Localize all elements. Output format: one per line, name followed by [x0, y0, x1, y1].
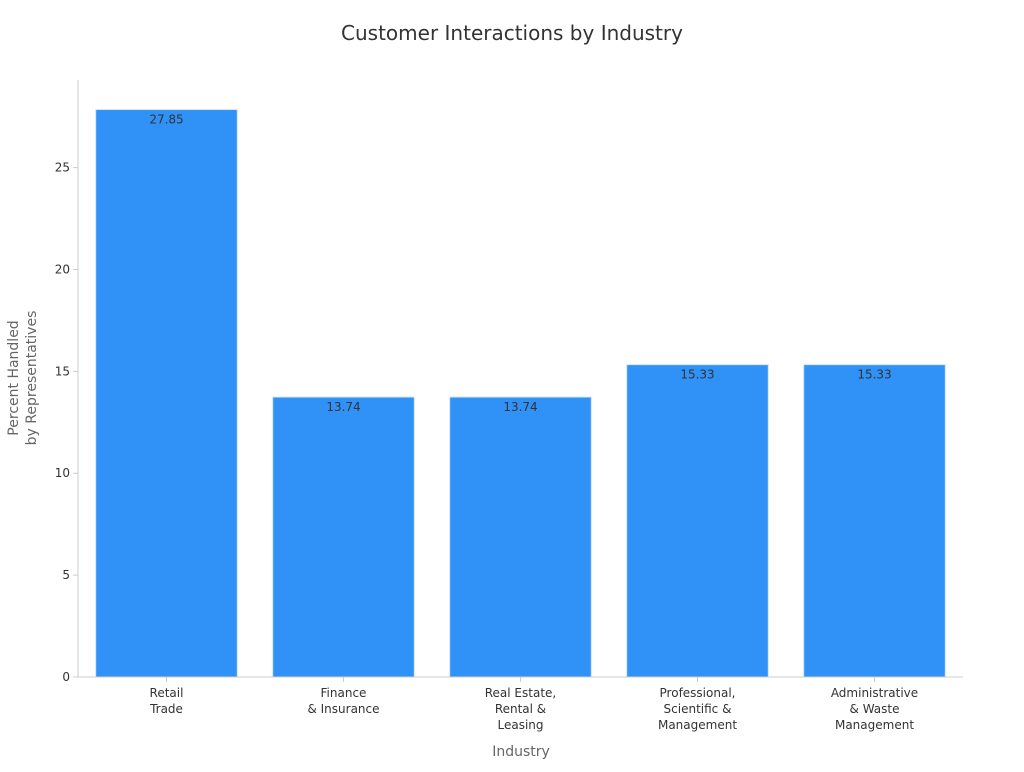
x-ticks-group: Retail Trade Finance & Insurance Real Estate… — [149, 677, 918, 732]
y-axis-title-text: Percent Handled by Representatives — [6, 311, 40, 446]
x-tick-label: Finance & Insurance — [307, 686, 379, 716]
y-axis-title: Percent Handled by Representatives — [6, 311, 40, 446]
y-tick-label: 0 — [62, 670, 70, 684]
data-label: 13.74 — [503, 400, 537, 414]
y-ticks-group: 0 5 10 15 20 25 — [55, 161, 78, 684]
x-tick-label: Administrative & Waste Management — [831, 686, 918, 732]
bar — [272, 396, 415, 678]
bar — [803, 364, 946, 678]
x-tick-label: Real Estate, Rental & Leasing — [485, 686, 556, 732]
data-label: 13.74 — [326, 400, 360, 414]
y-tick-label: 20 — [55, 262, 70, 276]
bars-group — [95, 109, 946, 678]
data-label: 15.33 — [857, 368, 891, 382]
data-labels-group: 27.85 13.74 13.74 15.33 15.33 — [149, 113, 891, 414]
x-tick-label: Retail Trade — [149, 686, 183, 716]
y-tick-label: 5 — [62, 568, 70, 582]
y-tick-label: 25 — [55, 161, 70, 175]
y-tick-label: 10 — [55, 466, 70, 480]
y-tick-label: 15 — [55, 364, 70, 378]
data-label: 15.33 — [680, 368, 714, 382]
chart-title: Customer Interactions by Industry — [341, 21, 683, 45]
bar — [626, 364, 769, 678]
bar — [449, 396, 592, 678]
x-tick-label: Professional, Scientific & Management — [658, 686, 737, 732]
bar — [95, 109, 238, 678]
data-label: 27.85 — [149, 113, 183, 127]
x-axis-title: Industry — [492, 744, 550, 760]
